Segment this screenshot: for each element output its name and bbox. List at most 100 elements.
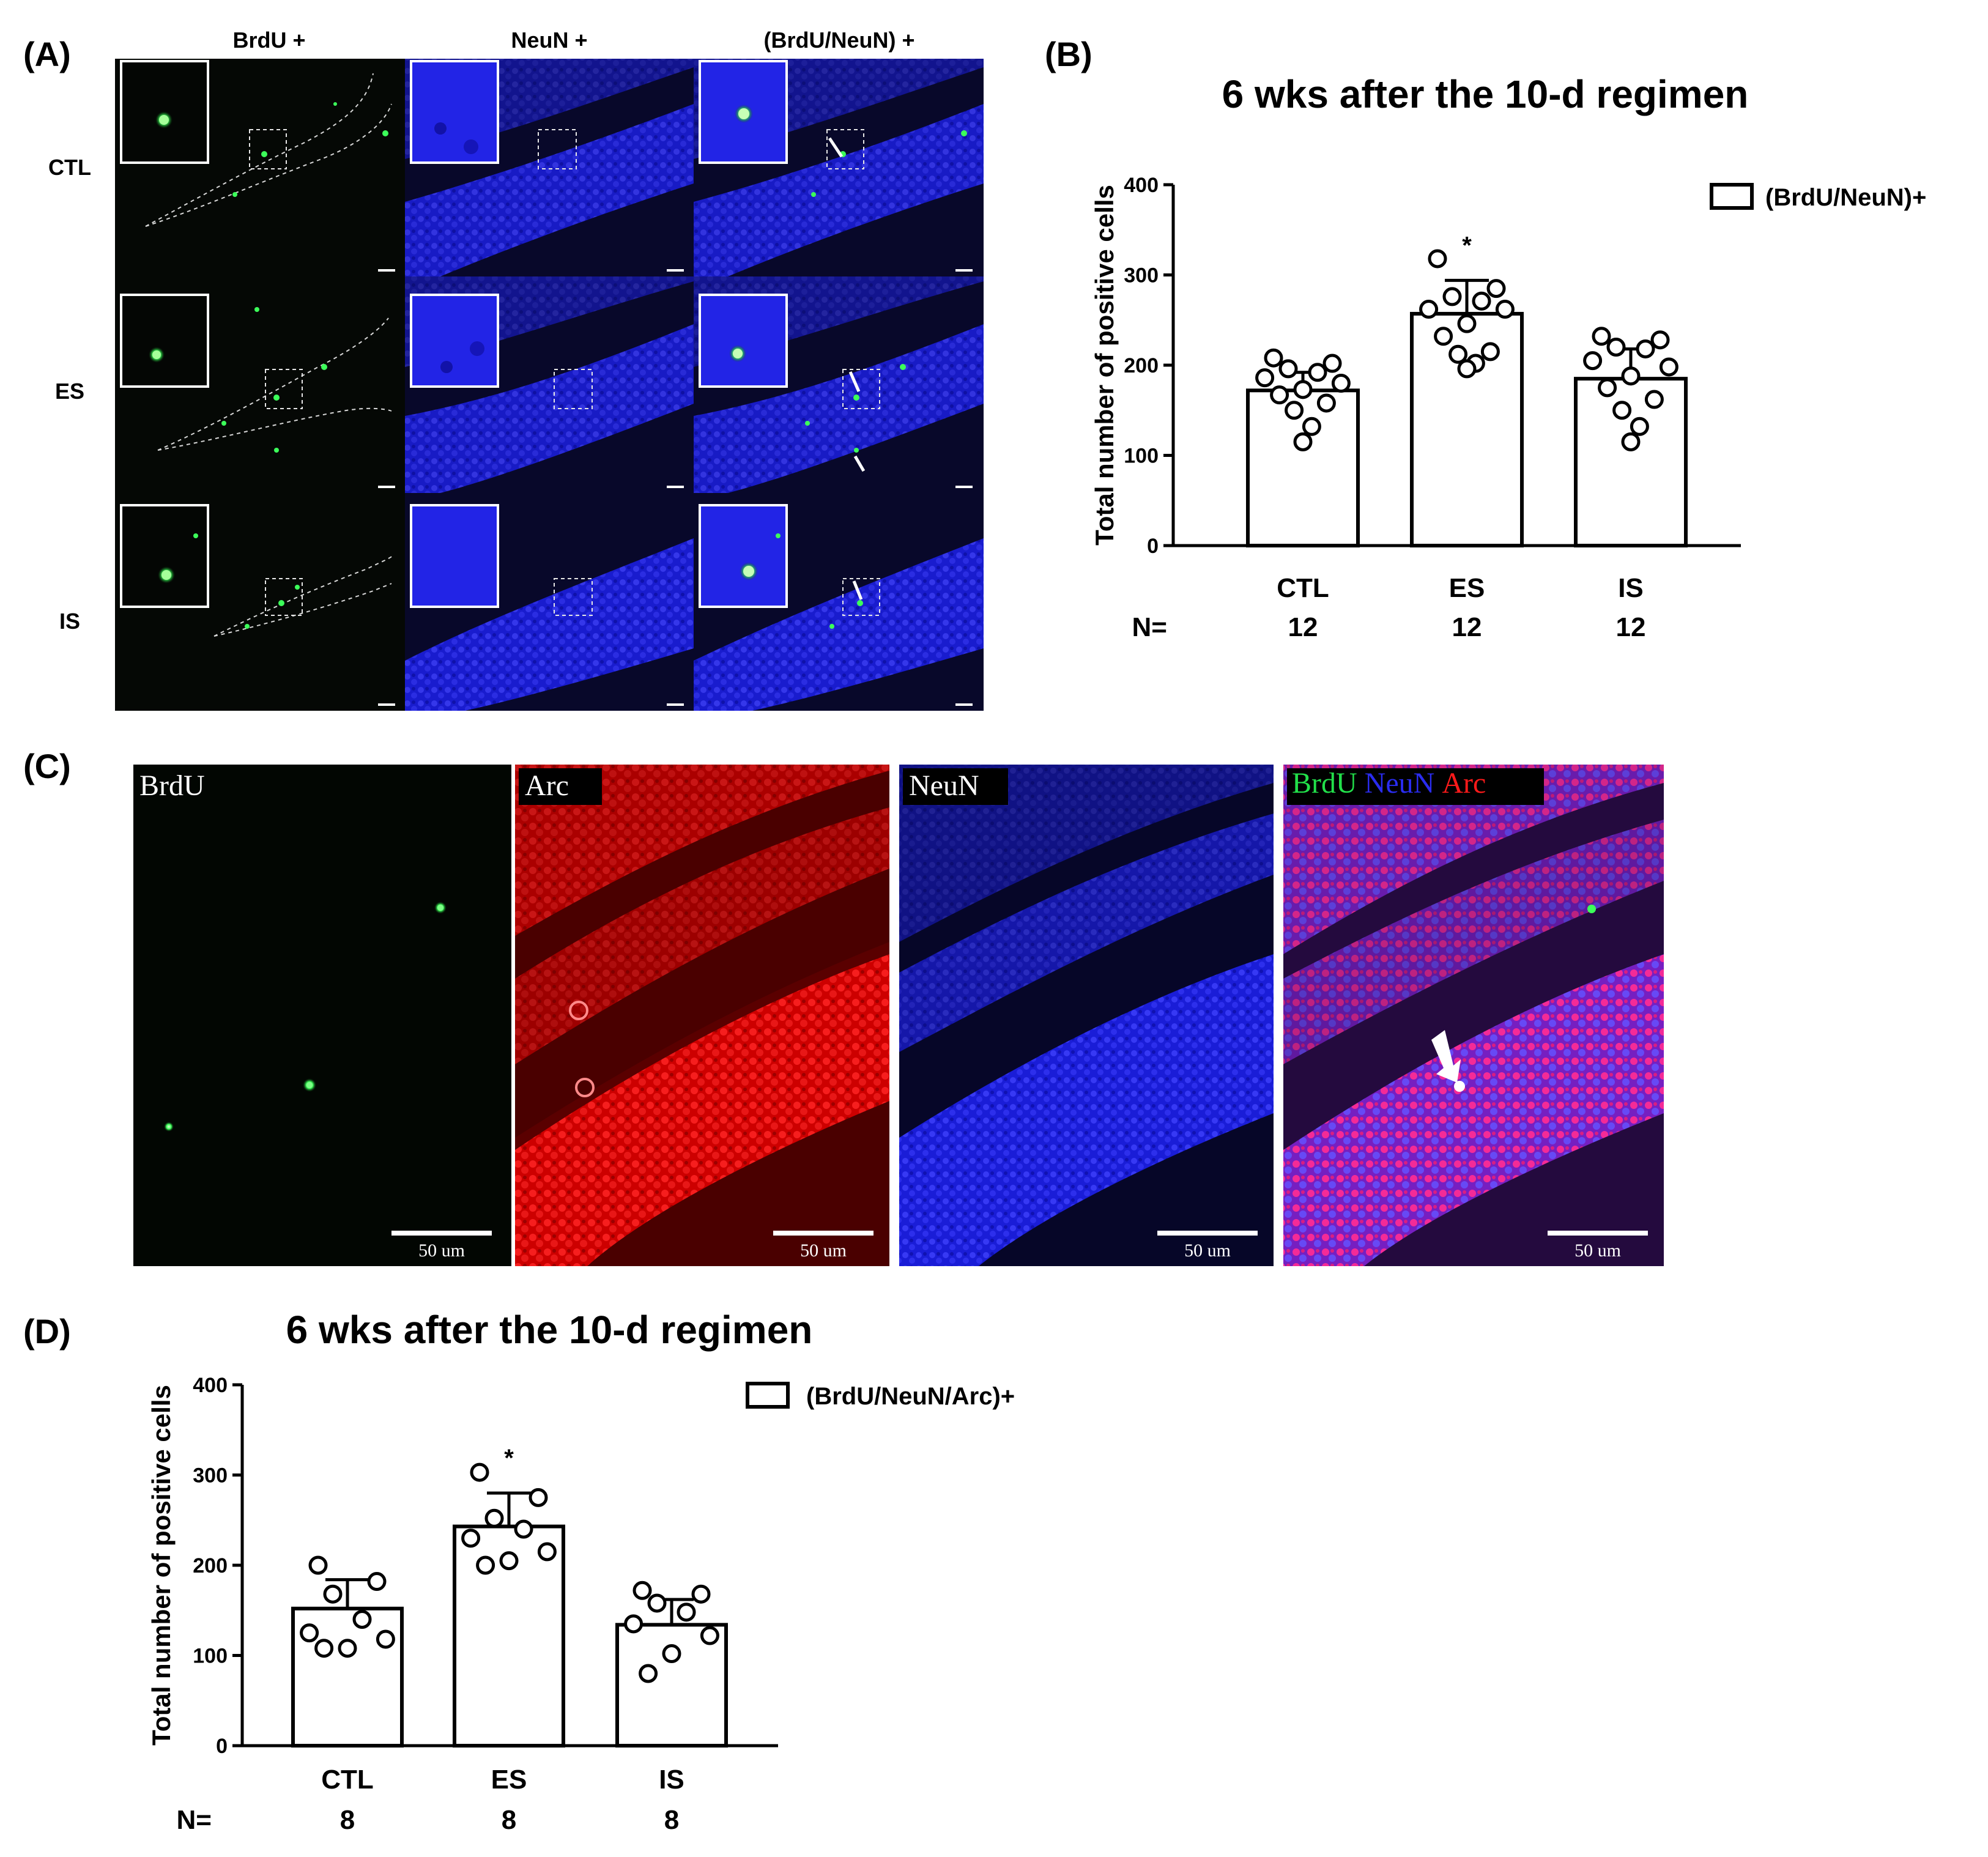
legend-label: (BrdU/NeuN)+ bbox=[1765, 184, 1926, 211]
data-point bbox=[1659, 357, 1678, 377]
data-point bbox=[1270, 385, 1289, 405]
x-tick-label: IS bbox=[1618, 573, 1644, 603]
data-point bbox=[1472, 291, 1491, 311]
data-point bbox=[1264, 348, 1283, 368]
data-point bbox=[367, 1572, 387, 1592]
data-point bbox=[484, 1508, 504, 1528]
data-point bbox=[1495, 300, 1515, 319]
data-point bbox=[677, 1603, 696, 1622]
y-tick-label: 0 bbox=[1147, 535, 1159, 558]
channel-label-neun: NeuN bbox=[909, 769, 979, 802]
significance-marker: * bbox=[504, 1445, 514, 1472]
data-point bbox=[308, 1555, 328, 1575]
chart-title: 6 wks after the 10-d regimen bbox=[1222, 72, 1749, 116]
significance-marker: * bbox=[1462, 232, 1472, 259]
chart-title: 6 wks after the 10-d regimen bbox=[286, 1308, 813, 1352]
data-point bbox=[323, 1584, 343, 1604]
legend-label: (BrdU/NeuN/Arc)+ bbox=[806, 1383, 1015, 1410]
micrograph-is-merge bbox=[694, 493, 984, 711]
y-tick-label: 100 bbox=[193, 1645, 228, 1668]
panel-label-d: (D) bbox=[23, 1312, 71, 1351]
data-point bbox=[700, 1626, 719, 1645]
bar bbox=[1410, 311, 1524, 547]
micrograph-ctl-neun bbox=[405, 59, 694, 276]
merge-label-neun: NeuN bbox=[1365, 767, 1435, 799]
x-tick-label: ES bbox=[491, 1765, 527, 1795]
y-tick-label: 300 bbox=[193, 1464, 228, 1488]
n-value: 8 bbox=[664, 1805, 679, 1835]
bar-chart-b: 6 wks after the 10-d regimen 0 100 200 300 40… bbox=[1090, 72, 1926, 642]
micrograph-is-brdu bbox=[115, 493, 405, 711]
data-point bbox=[352, 1610, 372, 1629]
data-point bbox=[624, 1614, 644, 1634]
y-axis-label: Total number of positive cells bbox=[1090, 185, 1119, 546]
data-point bbox=[632, 1581, 652, 1600]
row-label-es: ES bbox=[55, 379, 84, 404]
y-axis-label: Total number of positive cells bbox=[147, 1385, 176, 1746]
data-point bbox=[1434, 327, 1453, 346]
data-point bbox=[1621, 432, 1641, 451]
data-point bbox=[314, 1639, 334, 1658]
data-point bbox=[1636, 339, 1655, 358]
data-point bbox=[662, 1644, 681, 1664]
scale-bar-label: 50 um bbox=[418, 1240, 465, 1261]
y-tick-label: 400 bbox=[193, 1374, 228, 1397]
micrograph-ctl-brdu bbox=[115, 59, 405, 276]
data-point bbox=[1448, 344, 1468, 364]
legend-swatch bbox=[1710, 183, 1754, 210]
legend-swatch bbox=[746, 1382, 790, 1409]
data-point bbox=[1592, 327, 1611, 346]
data-point bbox=[1598, 378, 1617, 398]
y-tick-label: 200 bbox=[1124, 354, 1159, 377]
x-tick-label: CTL bbox=[1277, 573, 1329, 603]
data-point bbox=[639, 1664, 658, 1683]
n-value: 12 bbox=[1288, 612, 1318, 642]
y-tick-label: 300 bbox=[1124, 264, 1159, 287]
data-point bbox=[1612, 401, 1632, 420]
data-point bbox=[514, 1519, 533, 1539]
data-point bbox=[1457, 314, 1477, 333]
merge-label-arc: Arc bbox=[1442, 767, 1486, 799]
panel-label-a: (A) bbox=[23, 35, 71, 73]
n-value: 12 bbox=[1452, 612, 1482, 642]
channel-label-arc: Arc bbox=[525, 769, 569, 802]
col-header-neun: NeuN + bbox=[511, 28, 587, 53]
panel-a: BrdU + NeuN + (BrdU/NeuN) + CTL ES IS bbox=[48, 28, 984, 711]
channel-label-brdu: BrdU bbox=[139, 769, 205, 802]
n-row-label: N= bbox=[1132, 612, 1167, 642]
data-point bbox=[499, 1551, 519, 1571]
panel-c: BrdU 50 um Arc 50 um NeuN 50 bbox=[133, 765, 1664, 1266]
x-tick-label: IS bbox=[659, 1765, 684, 1795]
col-header-merge: (BrdU/NeuN) + bbox=[763, 28, 914, 53]
data-point bbox=[1285, 401, 1304, 420]
y-tick-label: 0 bbox=[216, 1735, 228, 1758]
data-point bbox=[461, 1529, 481, 1548]
data-point bbox=[476, 1555, 495, 1575]
x-tick-label: ES bbox=[1449, 573, 1485, 603]
data-point bbox=[529, 1488, 548, 1507]
data-point bbox=[1486, 279, 1506, 298]
channel-image-neun: NeuN 50 um bbox=[899, 765, 1274, 1266]
data-point bbox=[1293, 432, 1313, 451]
bar bbox=[1574, 377, 1688, 547]
scale-bar-label: 50 um bbox=[800, 1240, 847, 1261]
col-header-brdu: BrdU + bbox=[232, 28, 305, 53]
bar-chart-d: 6 wks after the 10-d regimen 0 100 200 300 40… bbox=[147, 1308, 1015, 1835]
data-point bbox=[1630, 417, 1649, 436]
bar bbox=[1246, 388, 1360, 547]
data-point bbox=[1644, 390, 1664, 409]
data-point bbox=[1331, 374, 1351, 393]
data-point bbox=[1606, 338, 1626, 357]
merge-label-brdu: BrdU bbox=[1292, 767, 1357, 799]
data-point bbox=[1428, 249, 1447, 269]
data-point bbox=[647, 1593, 667, 1613]
data-point bbox=[338, 1639, 357, 1658]
data-point bbox=[1278, 359, 1298, 379]
data-point bbox=[1583, 351, 1603, 371]
x-tick-label: CTL bbox=[321, 1765, 374, 1795]
n-value: 12 bbox=[1616, 612, 1646, 642]
data-point bbox=[537, 1542, 557, 1562]
data-point bbox=[1442, 287, 1462, 306]
n-row-label: N= bbox=[177, 1805, 212, 1835]
